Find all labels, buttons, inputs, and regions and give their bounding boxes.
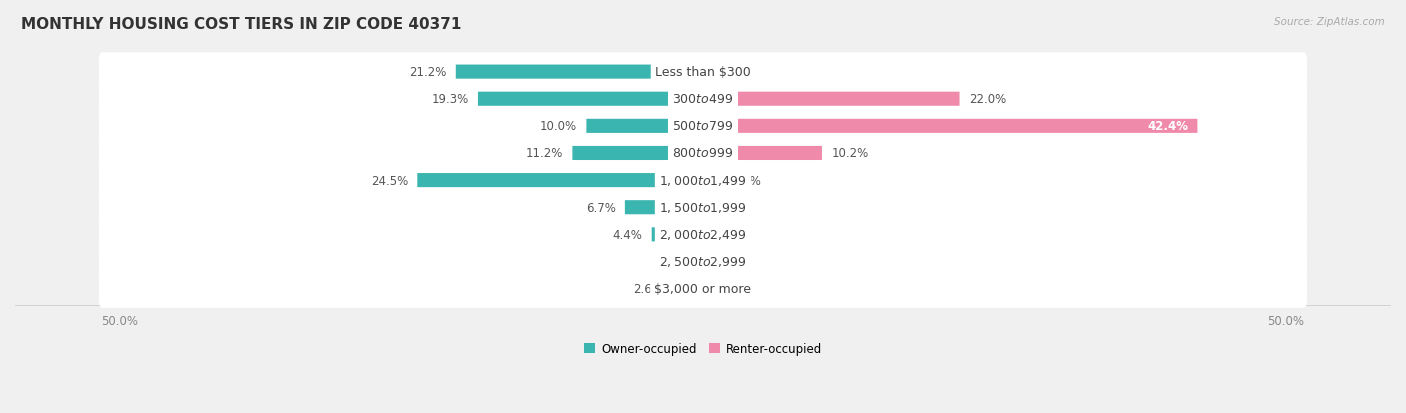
FancyBboxPatch shape [703, 93, 959, 107]
FancyBboxPatch shape [703, 119, 1198, 133]
Text: MONTHLY HOUSING COST TIERS IN ZIP CODE 40371: MONTHLY HOUSING COST TIERS IN ZIP CODE 4… [21, 17, 461, 31]
Text: $2,500 to $2,999: $2,500 to $2,999 [659, 255, 747, 269]
Text: Less than $300: Less than $300 [655, 66, 751, 79]
Text: 22.0%: 22.0% [969, 93, 1007, 106]
Text: 0.0%: 0.0% [713, 228, 742, 241]
Text: $500 to $799: $500 to $799 [672, 120, 734, 133]
FancyBboxPatch shape [98, 188, 1308, 227]
FancyBboxPatch shape [703, 147, 823, 161]
Legend: Owner-occupied, Renter-occupied: Owner-occupied, Renter-occupied [579, 337, 827, 360]
FancyBboxPatch shape [98, 242, 1308, 281]
Text: $1,000 to $1,499: $1,000 to $1,499 [659, 174, 747, 188]
Text: 1.7%: 1.7% [733, 174, 762, 187]
Text: 4.4%: 4.4% [613, 228, 643, 241]
Text: $3,000 or more: $3,000 or more [655, 282, 751, 295]
FancyBboxPatch shape [456, 65, 703, 79]
Text: $1,500 to $1,999: $1,500 to $1,999 [659, 201, 747, 215]
FancyBboxPatch shape [98, 107, 1308, 146]
FancyBboxPatch shape [98, 80, 1308, 119]
FancyBboxPatch shape [672, 282, 703, 296]
FancyBboxPatch shape [98, 161, 1308, 200]
FancyBboxPatch shape [478, 93, 703, 107]
Text: Source: ZipAtlas.com: Source: ZipAtlas.com [1274, 17, 1385, 26]
Text: $2,000 to $2,499: $2,000 to $2,499 [659, 228, 747, 242]
FancyBboxPatch shape [98, 53, 1308, 92]
Text: 21.2%: 21.2% [409, 66, 447, 79]
Text: 24.5%: 24.5% [371, 174, 408, 187]
Text: 10.0%: 10.0% [540, 120, 576, 133]
FancyBboxPatch shape [586, 119, 703, 133]
Text: 0.0%: 0.0% [713, 255, 742, 268]
Text: 0.0%: 0.0% [713, 282, 742, 295]
Text: 0.0%: 0.0% [713, 66, 742, 79]
Text: 0.0%: 0.0% [713, 201, 742, 214]
Text: 0.1%: 0.1% [662, 255, 693, 268]
Text: 19.3%: 19.3% [432, 93, 468, 106]
Text: 10.2%: 10.2% [831, 147, 869, 160]
FancyBboxPatch shape [624, 201, 703, 215]
FancyBboxPatch shape [98, 134, 1308, 173]
FancyBboxPatch shape [652, 228, 703, 242]
FancyBboxPatch shape [418, 173, 703, 188]
Text: 6.7%: 6.7% [586, 201, 616, 214]
Text: 42.4%: 42.4% [1147, 120, 1188, 133]
FancyBboxPatch shape [98, 216, 1308, 254]
Text: $300 to $499: $300 to $499 [672, 93, 734, 106]
Text: $800 to $999: $800 to $999 [672, 147, 734, 160]
FancyBboxPatch shape [572, 147, 703, 161]
Text: 2.6%: 2.6% [634, 282, 664, 295]
FancyBboxPatch shape [703, 173, 723, 188]
Text: 11.2%: 11.2% [526, 147, 562, 160]
FancyBboxPatch shape [98, 270, 1308, 308]
